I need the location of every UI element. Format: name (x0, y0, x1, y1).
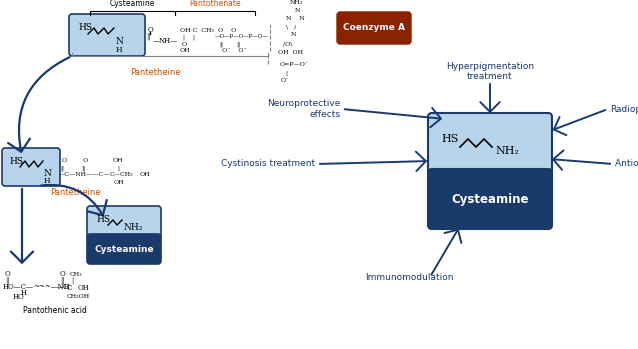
Text: HS: HS (96, 215, 110, 224)
Text: Neuroprotective
effects: Neuroprotective effects (267, 99, 340, 119)
FancyBboxPatch shape (87, 234, 161, 264)
Text: —C: —C (57, 283, 70, 291)
Text: HO—C—: HO—C— (3, 283, 34, 291)
Text: Antioxidant effects: Antioxidant effects (615, 159, 638, 169)
Text: C—CH₃: C—CH₃ (110, 172, 133, 178)
Text: H: H (116, 46, 122, 54)
Text: |    |: | | (183, 34, 195, 40)
Text: HS: HS (9, 156, 23, 165)
Text: OH: OH (140, 172, 151, 178)
Text: O: O (5, 270, 11, 278)
Text: Radioprotection: Radioprotection (610, 104, 638, 113)
Text: HS: HS (441, 134, 458, 144)
Text: |: | (71, 277, 73, 285)
Text: Hyperpigmentation
treatment: Hyperpigmentation treatment (446, 62, 534, 81)
FancyBboxPatch shape (69, 14, 145, 56)
Text: Cysteamine: Cysteamine (109, 0, 154, 8)
Text: OH: OH (113, 158, 124, 163)
Text: N: N (44, 169, 52, 178)
Text: O⁻: O⁻ (281, 77, 290, 82)
Text: OH: OH (114, 179, 124, 185)
FancyBboxPatch shape (337, 12, 411, 44)
Text: —O—P—O—P—O—: —O—P—O—P—O— (215, 35, 269, 39)
FancyBboxPatch shape (428, 113, 552, 175)
Text: |: | (285, 70, 287, 76)
Text: Cysteamine: Cysteamine (94, 245, 154, 253)
Text: ‖         ‖: ‖ ‖ (61, 165, 85, 171)
Text: —: — (153, 37, 160, 45)
Text: \   /: \ / (286, 24, 296, 30)
Text: O: O (182, 42, 187, 46)
Text: N: N (116, 37, 124, 45)
Text: Pantetheine: Pantetheine (50, 188, 100, 197)
Text: ~~~—NH: ~~~—NH (33, 283, 70, 291)
Text: ‖: ‖ (60, 277, 63, 285)
Text: OH: OH (180, 47, 191, 52)
Text: O⁻    O⁻: O⁻ O⁻ (222, 49, 247, 53)
FancyBboxPatch shape (2, 148, 60, 186)
Text: /O\: /O\ (283, 42, 292, 46)
Text: HS: HS (78, 22, 92, 31)
Text: OH: OH (78, 284, 90, 292)
Text: N: N (295, 8, 300, 14)
Text: Pantetheine: Pantetheine (130, 68, 181, 77)
Text: ‖       ‖: ‖ ‖ (220, 41, 241, 47)
Text: CH₃: CH₃ (70, 272, 83, 276)
Text: O        O: O O (62, 158, 88, 163)
Text: NH₂: NH₂ (124, 223, 144, 231)
Text: NH—: NH— (159, 37, 178, 45)
FancyBboxPatch shape (428, 169, 552, 229)
Text: ‖: ‖ (146, 33, 149, 41)
Text: Coenzyme A: Coenzyme A (343, 23, 405, 32)
FancyBboxPatch shape (87, 206, 161, 238)
Text: N    N: N N (286, 16, 305, 22)
Text: N: N (291, 31, 297, 37)
Text: C: C (67, 284, 72, 292)
Text: HO: HO (13, 293, 25, 301)
Text: Pantothenate: Pantothenate (189, 0, 241, 8)
Text: Cysteamine: Cysteamine (451, 193, 529, 206)
Text: —C—NH——C—: —C—NH——C— (59, 172, 110, 178)
Text: NH₂: NH₂ (495, 146, 519, 156)
Text: |: | (117, 165, 119, 171)
Text: Pantothenic acid: Pantothenic acid (23, 306, 87, 315)
Text: H: H (21, 289, 27, 297)
Text: ‖: ‖ (5, 277, 8, 285)
Text: Immunomodulation: Immunomodulation (365, 273, 454, 282)
Text: Cystinosis treatment: Cystinosis treatment (221, 159, 315, 169)
Text: H: H (44, 177, 50, 185)
Text: CH₂OH: CH₂OH (67, 294, 90, 298)
Text: NH₂: NH₂ (290, 0, 303, 6)
Text: O: O (60, 270, 66, 278)
Text: O=P—O⁻: O=P—O⁻ (280, 61, 309, 67)
Text: O    O: O O (218, 28, 236, 32)
Text: O: O (148, 26, 154, 34)
Text: OH C  CH₃: OH C CH₃ (180, 29, 214, 34)
Text: OH  OH: OH OH (278, 51, 303, 55)
